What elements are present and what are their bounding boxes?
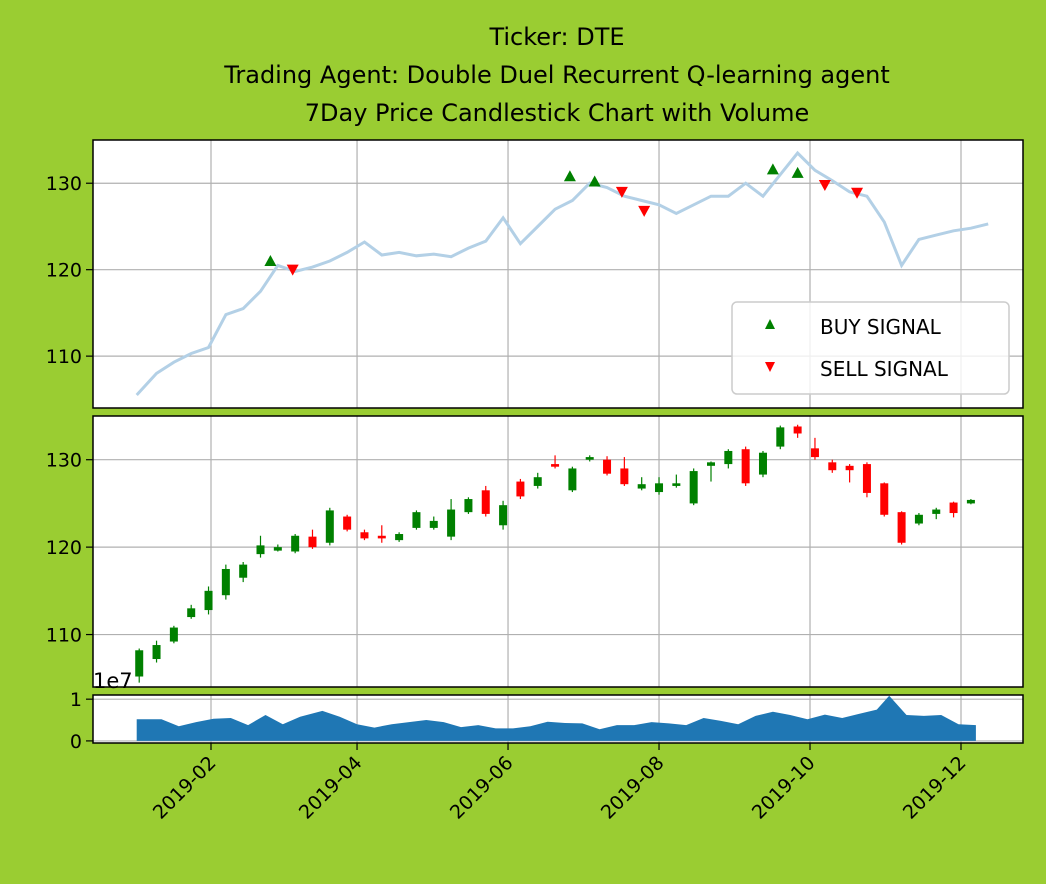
volume-panel-frame xyxy=(92,694,1024,744)
buy-signal-marker xyxy=(588,175,601,187)
sell-signal-marker xyxy=(615,186,628,198)
candle-body xyxy=(776,427,785,447)
candle-body xyxy=(516,481,525,497)
price-y-axis: 110 120 130 xyxy=(46,173,93,368)
volume-exponent-label: 1e7 xyxy=(93,669,133,693)
candle-body xyxy=(810,448,819,458)
candle-body xyxy=(256,545,265,555)
buy-signal-marker xyxy=(791,166,804,178)
legend-buy-marker xyxy=(765,319,775,329)
candle-body xyxy=(343,516,352,530)
candle-body xyxy=(169,627,178,642)
candle-body xyxy=(135,650,144,677)
price-panel: 110 120 130 BUY SIGNAL SELL SIGNAL xyxy=(46,139,1024,409)
buy-signal-marker xyxy=(563,170,576,182)
legend-box xyxy=(731,301,1010,395)
candle-body xyxy=(603,459,612,474)
candle-body xyxy=(758,452,767,475)
candle-grid xyxy=(93,416,1023,687)
candle-body xyxy=(897,512,906,543)
candle-body xyxy=(360,532,369,539)
y-tick-label: 1 xyxy=(70,689,82,711)
candle-panel-background xyxy=(93,416,1023,687)
volume-area xyxy=(136,695,976,741)
candle-body xyxy=(932,509,941,514)
y-tick-label: 110 xyxy=(46,346,82,368)
candle-body xyxy=(395,534,404,541)
candle-body xyxy=(412,512,421,528)
chart-title-line-3: 7Day Price Candlestick Chart with Volume xyxy=(305,99,810,127)
candle-body xyxy=(152,645,161,660)
y-tick-label: 0 xyxy=(70,731,82,753)
candle-body xyxy=(499,505,508,526)
candle-body xyxy=(568,468,577,491)
price-close-line xyxy=(135,150,989,397)
candle-body xyxy=(966,499,975,504)
candle-body xyxy=(724,450,733,465)
candle-body xyxy=(672,483,681,486)
candle-body xyxy=(862,464,871,493)
sell-signal-marker xyxy=(818,179,831,191)
candle-body xyxy=(828,462,837,471)
candle-body xyxy=(741,449,750,484)
candlesticks xyxy=(135,424,975,683)
candle-body xyxy=(845,465,854,471)
candle-body xyxy=(429,520,438,528)
candle-y-axis: 110 120 130 xyxy=(46,450,93,647)
y-tick-label: 110 xyxy=(46,625,82,647)
candle-body xyxy=(464,499,473,513)
chart-title-line-1: Ticker: DTE xyxy=(488,23,624,51)
candle-body xyxy=(793,426,802,434)
legend-sell-marker xyxy=(765,362,775,372)
candle-body xyxy=(914,514,923,524)
candle-body xyxy=(949,502,958,514)
candle-body xyxy=(551,464,560,467)
candle-body xyxy=(707,462,715,466)
legend-buy-label: BUY SIGNAL xyxy=(820,315,942,339)
y-tick-label: 120 xyxy=(46,260,82,282)
candle-body xyxy=(880,483,889,515)
volume-panel: 01 1e7 xyxy=(70,669,1024,753)
candle-body xyxy=(273,547,282,551)
candle-body xyxy=(239,564,248,578)
candle-panel-frame xyxy=(92,415,1024,688)
volume-y-axis: 01 xyxy=(70,689,93,753)
candle-body xyxy=(637,484,646,489)
legend-sell-label: SELL SIGNAL xyxy=(820,357,949,381)
candle-body xyxy=(221,568,230,596)
candle-body xyxy=(585,457,594,460)
candle-body xyxy=(620,468,629,485)
chart-title-line-2: Trading Agent: Double Duel Recurrent Q-l… xyxy=(223,61,890,89)
y-tick-label: 130 xyxy=(46,173,82,195)
candle-body xyxy=(187,608,196,618)
y-tick-label: 130 xyxy=(46,450,82,472)
legend: BUY SIGNAL SELL SIGNAL xyxy=(731,301,1010,395)
candle-body xyxy=(291,535,300,552)
candle-body xyxy=(204,590,213,611)
candle-body xyxy=(308,536,317,548)
candle-body xyxy=(325,510,334,543)
y-tick-label: 120 xyxy=(46,537,82,559)
price-panel-frame xyxy=(92,139,1024,409)
sell-signal-marker xyxy=(286,264,299,276)
trade-signals xyxy=(264,163,864,276)
buy-signal-marker xyxy=(766,163,779,175)
candle-body xyxy=(533,477,542,486)
candle-body xyxy=(481,490,490,514)
candle-body xyxy=(689,471,698,504)
sell-signal-marker xyxy=(638,205,651,217)
candle-body xyxy=(447,509,456,537)
candle-body xyxy=(655,483,664,493)
candle-panel: 110 120 130 xyxy=(46,415,1024,688)
buy-signal-marker xyxy=(264,255,277,267)
candle-body xyxy=(377,535,386,539)
sell-signal-marker xyxy=(851,187,864,199)
